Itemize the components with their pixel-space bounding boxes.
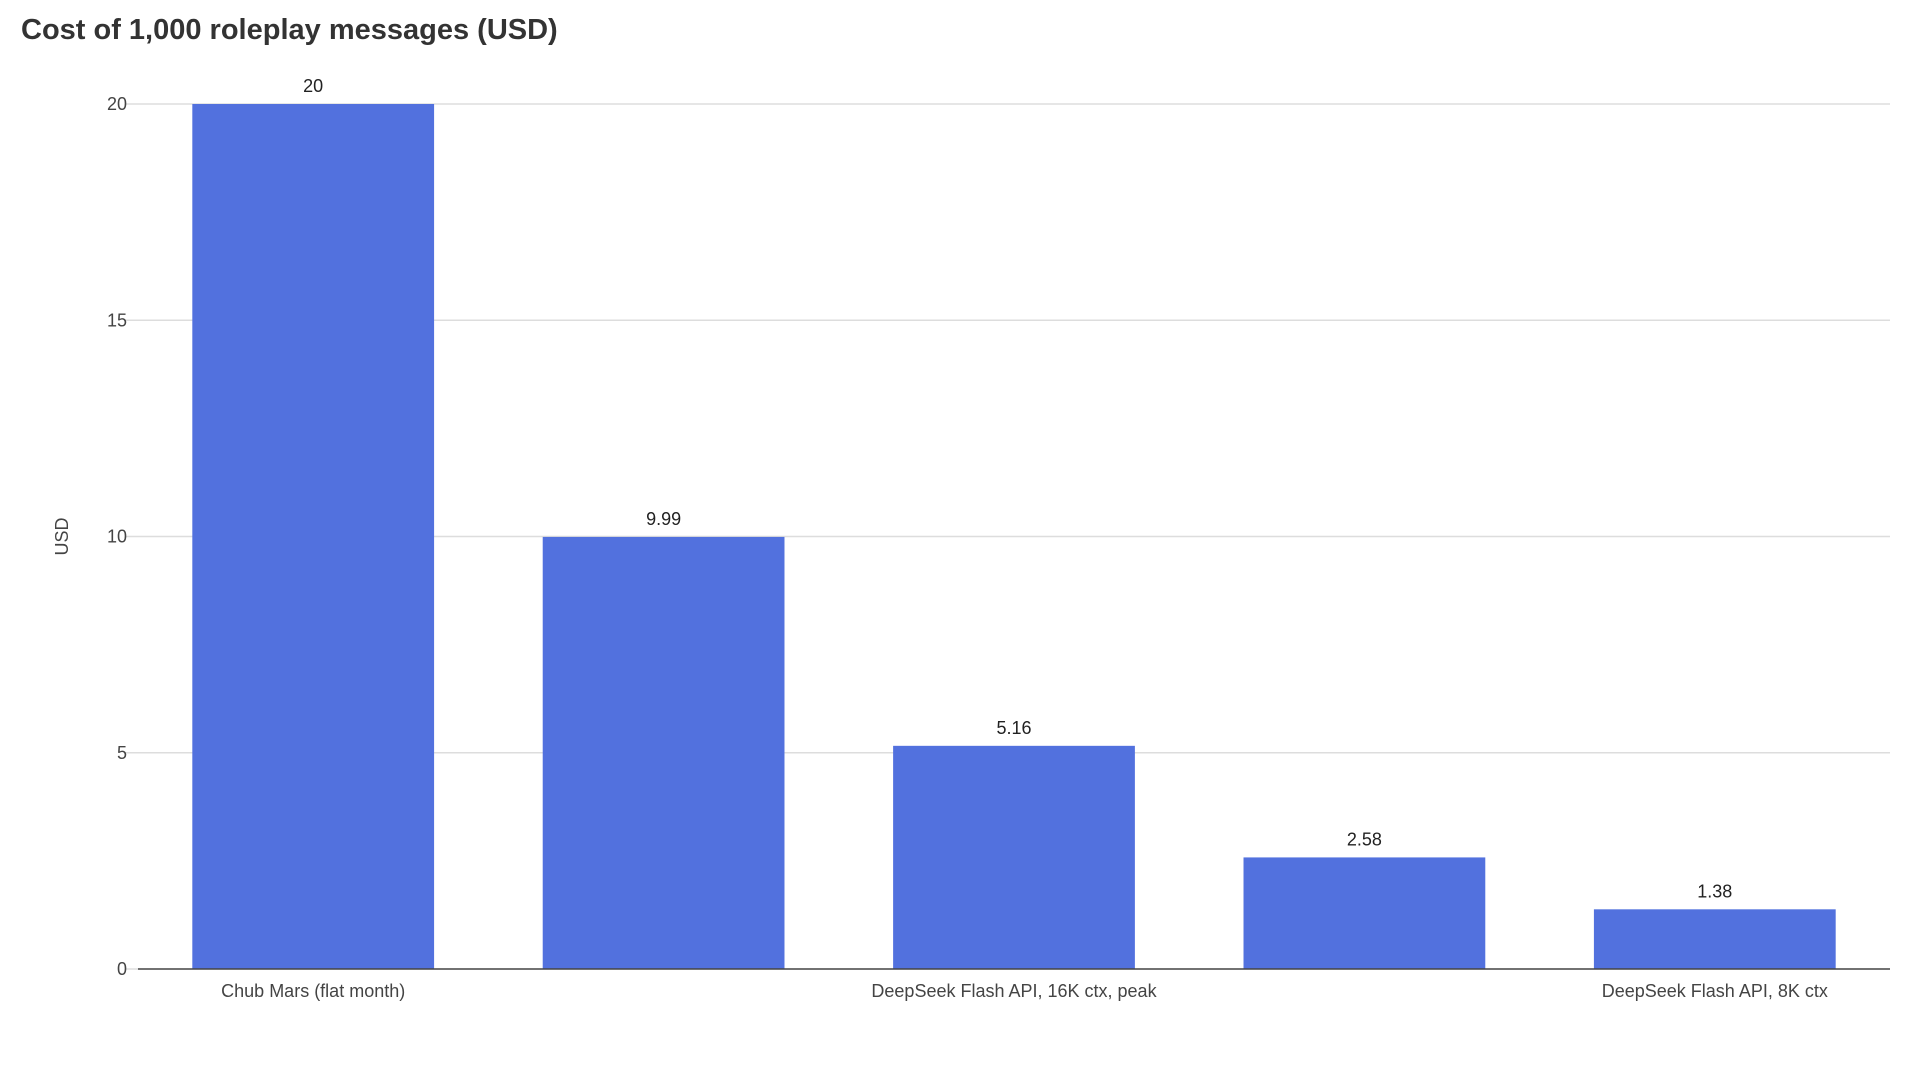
bar-value-label: 1.38 [1697,881,1732,901]
bar-value-label: 9.99 [646,509,681,529]
bar [893,745,1135,969]
x-axis-ticks: Chub Mars (flat month) DeepSeek Flash API… [221,981,1828,1001]
x-tick-label: DeepSeek Flash API, 16K ctx, peak [871,981,1157,1001]
x-tick-label: DeepSeek Flash API, 8K ctx [1602,981,1828,1001]
y-axis-label: USD [52,517,72,555]
y-tick-label: 0 [117,959,127,979]
y-tick-label: 20 [107,94,127,114]
bar-value-label: 5.16 [996,718,1031,738]
bar [1593,909,1836,969]
bar [1243,857,1486,969]
y-tick-label: 15 [107,310,127,330]
y-tick-label: 5 [117,743,127,763]
bar-value-labels: 20 9.99 5.16 2.58 1.38 [303,76,1732,901]
bar [542,536,785,969]
bar-value-label: 20 [303,76,323,96]
bar-value-label: 2.58 [1347,829,1382,849]
y-axis-ticks: 0 5 10 15 20 [107,94,138,979]
bar [192,104,435,969]
chart-title: Cost of 1,000 roleplay messages (USD) [21,14,558,46]
bars [192,104,1836,969]
x-tick-label: Chub Mars (flat month) [221,981,405,1001]
y-tick-label: 10 [107,527,127,547]
